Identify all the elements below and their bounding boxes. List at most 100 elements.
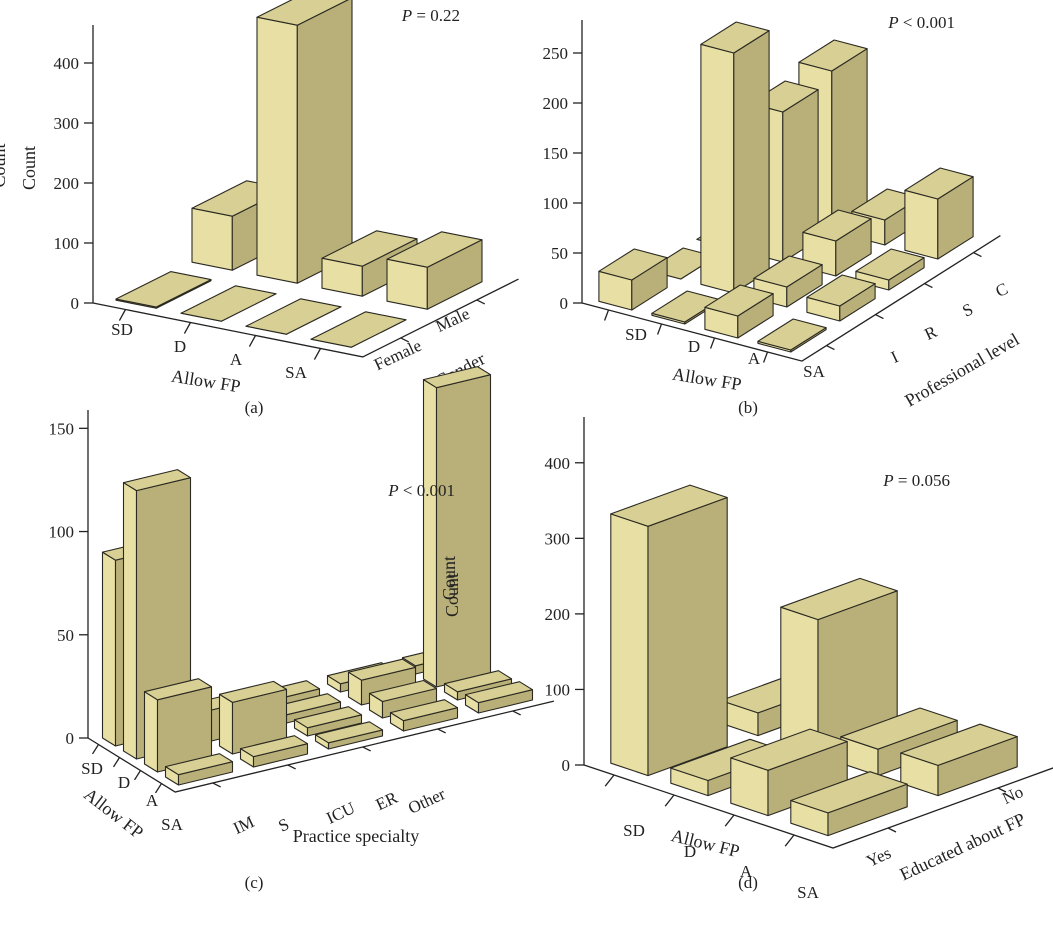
y-tick-label: 250 bbox=[543, 44, 569, 63]
y-tick-label: 0 bbox=[562, 756, 571, 775]
bar-top-face bbox=[753, 255, 823, 288]
bar-SA-Male bbox=[386, 231, 483, 310]
x-category-label: A bbox=[230, 350, 243, 369]
y-axis-title: Count bbox=[0, 143, 9, 187]
z-tick-mark bbox=[212, 782, 221, 788]
bar-front-face bbox=[143, 691, 159, 773]
bar-SD-Yes bbox=[610, 484, 728, 777]
x-category-label: D bbox=[684, 842, 696, 861]
p-value-text: = 0.22 bbox=[412, 6, 460, 25]
p-symbol: P bbox=[882, 471, 893, 490]
bar-SA-No bbox=[900, 723, 1018, 797]
z-category-label: Female bbox=[371, 336, 424, 374]
z-category-label: C bbox=[993, 279, 1011, 301]
bar-top-face bbox=[218, 680, 288, 703]
x-tick-mark bbox=[112, 757, 121, 768]
x-category-label: SA bbox=[285, 363, 307, 382]
bar-front-face bbox=[122, 482, 138, 760]
bar-SA-Yes bbox=[790, 771, 908, 837]
x-category-label: SD bbox=[625, 325, 647, 344]
x-category-label: SA bbox=[803, 362, 825, 381]
z-tick-mark bbox=[997, 787, 1007, 793]
x-tick-mark bbox=[724, 814, 735, 827]
x-axis-title: Allow FP bbox=[170, 366, 242, 397]
z-tick-mark bbox=[924, 283, 933, 289]
bar-top-face bbox=[904, 167, 974, 200]
bar-top-face bbox=[790, 771, 908, 814]
p-symbol: P bbox=[887, 13, 898, 32]
bar-top-face bbox=[314, 721, 384, 744]
x-category-label: A bbox=[748, 349, 761, 368]
x-tick-mark bbox=[603, 309, 610, 321]
y-tick-label: 400 bbox=[54, 54, 80, 73]
z-axis-title: Practice specialty bbox=[293, 826, 419, 846]
z-category-label: S bbox=[959, 299, 976, 320]
bar-SD-Female bbox=[115, 271, 212, 309]
y-axis-title: Count bbox=[442, 573, 462, 617]
y-tick-label: 400 bbox=[545, 454, 571, 473]
x-axis-title: Allow FP bbox=[671, 364, 743, 395]
panel-caption: (c) bbox=[245, 873, 264, 892]
bar-side-face bbox=[435, 374, 492, 688]
bar-side-face bbox=[647, 496, 728, 777]
bar-top-face bbox=[180, 285, 277, 322]
bar-top-face bbox=[730, 728, 848, 771]
bar-front-face bbox=[904, 189, 939, 260]
bar-top-face bbox=[386, 231, 483, 268]
z-tick-mark bbox=[512, 710, 521, 716]
y-tick-label: 100 bbox=[54, 234, 80, 253]
z-category-label: ICU bbox=[323, 798, 358, 828]
bar-front-face bbox=[610, 513, 649, 777]
bar-front-face bbox=[218, 693, 234, 755]
x-category-label: SD bbox=[81, 759, 103, 778]
bar-D-Male bbox=[256, 0, 353, 284]
bar-SA-I bbox=[757, 318, 827, 353]
x-category-label: SD bbox=[111, 320, 133, 339]
bar-SA-S bbox=[239, 735, 309, 768]
bar-top-face bbox=[704, 284, 774, 317]
base-axes bbox=[581, 235, 1001, 362]
z-tick-mark bbox=[973, 252, 982, 258]
p-value-annotation: P = 0.22 bbox=[401, 6, 460, 25]
y-tick-label: 50 bbox=[551, 244, 568, 263]
z-category-label: Male bbox=[433, 304, 473, 336]
bar-front-face bbox=[422, 379, 438, 688]
z-tick-mark bbox=[476, 299, 486, 305]
bar-front-face bbox=[101, 551, 117, 747]
p-value-text: < 0.001 bbox=[399, 481, 455, 500]
p-value-annotation: P < 0.001 bbox=[387, 481, 455, 500]
bar-A-Yes bbox=[730, 728, 848, 817]
bar-top-face bbox=[798, 39, 868, 72]
bar-SA-Female bbox=[310, 311, 407, 348]
bar-top-face bbox=[855, 248, 925, 281]
chart-panel-a: 0 100 200 300 400 SD D A SA Female Male Count Allow … bbox=[19, 0, 519, 417]
bar-D-R bbox=[700, 21, 770, 294]
bar-top-face bbox=[293, 706, 363, 729]
z-category-label: Other bbox=[405, 784, 448, 818]
p-value-text: = 0.056 bbox=[894, 471, 950, 490]
p-symbol: P bbox=[387, 481, 398, 500]
z-tick-mark bbox=[287, 764, 296, 770]
y-tick-label: 200 bbox=[545, 605, 571, 624]
y-tick-label: 100 bbox=[545, 680, 571, 699]
y-axis-title: Count bbox=[439, 556, 459, 600]
base-axes bbox=[87, 700, 555, 793]
bar-top-face bbox=[806, 274, 876, 307]
z-category-label: S bbox=[275, 814, 292, 835]
bar-SA-ICU bbox=[314, 721, 384, 750]
panel-caption: (a) bbox=[245, 398, 264, 417]
bar-D-No bbox=[780, 577, 898, 757]
y-tick-label: 50 bbox=[57, 626, 74, 645]
bar-top-face bbox=[164, 753, 234, 776]
z-tick-mark bbox=[437, 728, 446, 734]
x-tick-mark bbox=[313, 348, 322, 360]
bar-top-face bbox=[245, 298, 342, 335]
z-category-label: ER bbox=[373, 788, 401, 815]
panel-caption: (b) bbox=[738, 398, 758, 417]
x-category-label: SD bbox=[623, 821, 645, 840]
bar-SA-IM bbox=[164, 753, 234, 786]
bar-SA-C bbox=[904, 167, 974, 260]
z-category-label: R bbox=[922, 322, 941, 344]
